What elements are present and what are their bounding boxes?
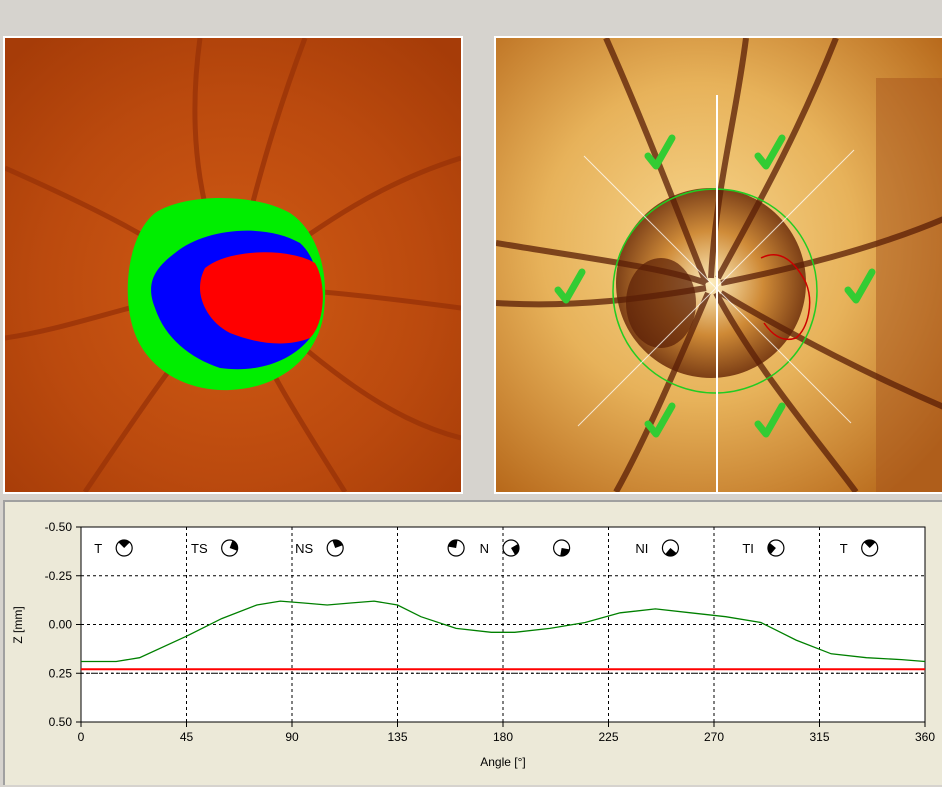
sector-label-text: NS <box>295 541 313 556</box>
check-icon <box>844 268 876 304</box>
measurement-circle <box>612 188 818 394</box>
profile-plot-panel: T TS NS N NI TI T -0.50 -0.25 0.00 0.25 0.50 0 45 90… <box>3 500 942 785</box>
sector-label-text: NI <box>635 541 648 556</box>
sector-label: NI <box>635 539 680 557</box>
sector-wedge <box>229 540 238 551</box>
sector-label-text: N <box>480 541 489 556</box>
sector-wedge <box>560 548 570 556</box>
x-tick-label: 180 <box>493 730 513 744</box>
sector-label-text: T <box>94 541 102 556</box>
sector-wedge <box>448 540 458 548</box>
sector-label: TS <box>191 539 239 557</box>
x-tick-label: 360 <box>915 730 935 744</box>
sector-wedge <box>864 540 876 548</box>
check-marks <box>554 134 876 438</box>
cup-contour <box>760 254 811 340</box>
cup-red-region <box>200 252 323 344</box>
x-axis-label: Angle [°] <box>480 755 526 769</box>
y-tick-label: -0.25 <box>45 569 73 583</box>
sector-wedge <box>665 548 677 556</box>
x-tick-label: 270 <box>704 730 724 744</box>
sector-label: NS <box>295 539 344 557</box>
sector-label-text: T <box>840 541 848 556</box>
sector-wedge <box>767 542 776 555</box>
sector-wedge <box>511 544 519 555</box>
x-tick-label: 135 <box>387 730 407 744</box>
check-icon <box>554 268 586 304</box>
x-tick-label: 90 <box>285 730 299 744</box>
x-tick-label: 0 <box>78 730 85 744</box>
sector-label-text: TS <box>191 541 208 556</box>
scan-line-diagonal-1 <box>583 155 852 424</box>
sector-wedge <box>118 540 130 548</box>
check-icon <box>644 134 676 170</box>
y-tick-label: 0.50 <box>49 715 73 729</box>
sector-label-text: TI <box>742 541 754 556</box>
optic-disc-segmentation-image <box>3 36 463 494</box>
x-tick-label: 45 <box>180 730 194 744</box>
x-tick-label: 315 <box>809 730 829 744</box>
sector-wedge <box>332 540 343 548</box>
profile-series-line <box>81 600 926 663</box>
check-icon <box>754 402 786 438</box>
profile-chart: T TS NS N NI TI T -0.50 -0.25 0.00 0.25 0.50 0 45 90… <box>11 520 935 769</box>
sector-label <box>447 539 465 557</box>
y-tick-label: -0.50 <box>45 520 73 534</box>
y-tick-label: 0.00 <box>49 618 73 632</box>
optic-disc-reflectance-image <box>494 36 942 494</box>
x-tick-label: 225 <box>598 730 618 744</box>
sector-label <box>553 539 571 557</box>
sector-label: N <box>480 539 520 557</box>
y-axis-label: Z [mm] <box>11 606 25 643</box>
check-icon <box>754 134 786 170</box>
sector-label: T <box>840 539 879 557</box>
vessels <box>496 38 942 492</box>
scan-line-diagonal-2 <box>577 149 855 427</box>
sector-label: T <box>94 539 133 557</box>
sector-label: TI <box>742 539 785 557</box>
check-icon <box>644 402 676 438</box>
y-tick-label: 0.25 <box>49 666 73 680</box>
